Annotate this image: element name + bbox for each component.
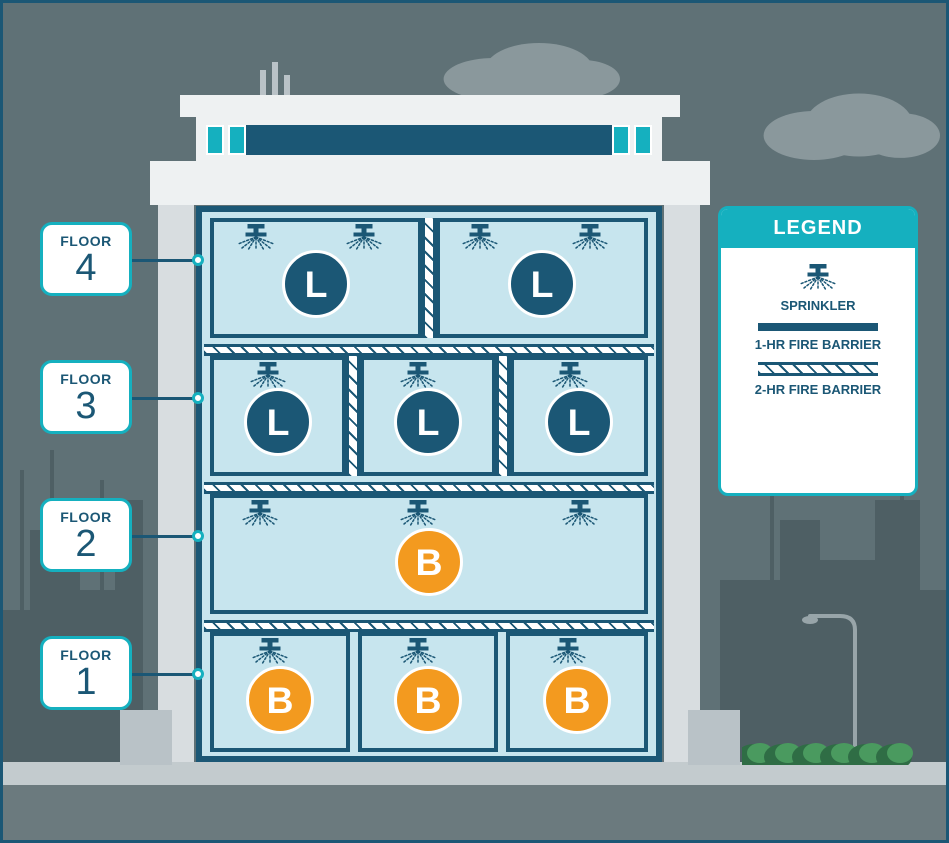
sprinkler-icon bbox=[344, 224, 384, 257]
sprinkler-icon bbox=[460, 224, 500, 257]
occupancy-badge: L bbox=[545, 388, 613, 456]
legend-item: 1-HR FIRE BARRIER bbox=[737, 323, 899, 352]
floor-label: FLOOR 2 bbox=[40, 498, 132, 572]
legend-title: LEGEND bbox=[721, 209, 915, 248]
sprinkler-icon bbox=[560, 500, 600, 533]
bushes bbox=[742, 735, 917, 765]
floor-label: FLOOR 1 bbox=[40, 636, 132, 710]
sprinkler-icon bbox=[240, 500, 280, 533]
legend-item: SPRINKLER bbox=[737, 264, 899, 313]
legend-body: SPRINKLER 1-HR FIRE BARRIER 2-HR FIRE BARR… bbox=[721, 248, 915, 423]
occupancy-badge: L bbox=[282, 250, 350, 318]
floor-label: FLOOR 3 bbox=[40, 360, 132, 434]
occupancy-badge: L bbox=[508, 250, 576, 318]
occupancy-badge: L bbox=[244, 388, 312, 456]
floor-label-number: 3 bbox=[47, 387, 125, 425]
occupancy-badge: B bbox=[395, 528, 463, 596]
floor-label-number: 2 bbox=[47, 525, 125, 563]
occupancy-badge: B bbox=[543, 666, 611, 734]
ground bbox=[0, 785, 949, 843]
infographic-canvas: LL bbox=[0, 0, 949, 843]
floor-label-number: 1 bbox=[47, 663, 125, 701]
sprinkler-icon bbox=[236, 224, 276, 257]
floor-label: FLOOR 4 bbox=[40, 222, 132, 296]
sidewalk bbox=[0, 762, 949, 785]
legend-item: 2-HR FIRE BARRIER bbox=[737, 362, 899, 397]
occupancy-badge: B bbox=[246, 666, 314, 734]
floor-label-number: 4 bbox=[47, 249, 125, 287]
legend-panel: LEGEND SPRINKLER 1-HR FIRE BARRIER 2-HR FI… bbox=[718, 206, 918, 496]
occupancy-badge: L bbox=[394, 388, 462, 456]
sprinkler-icon bbox=[570, 224, 610, 257]
occupancy-badge: B bbox=[394, 666, 462, 734]
